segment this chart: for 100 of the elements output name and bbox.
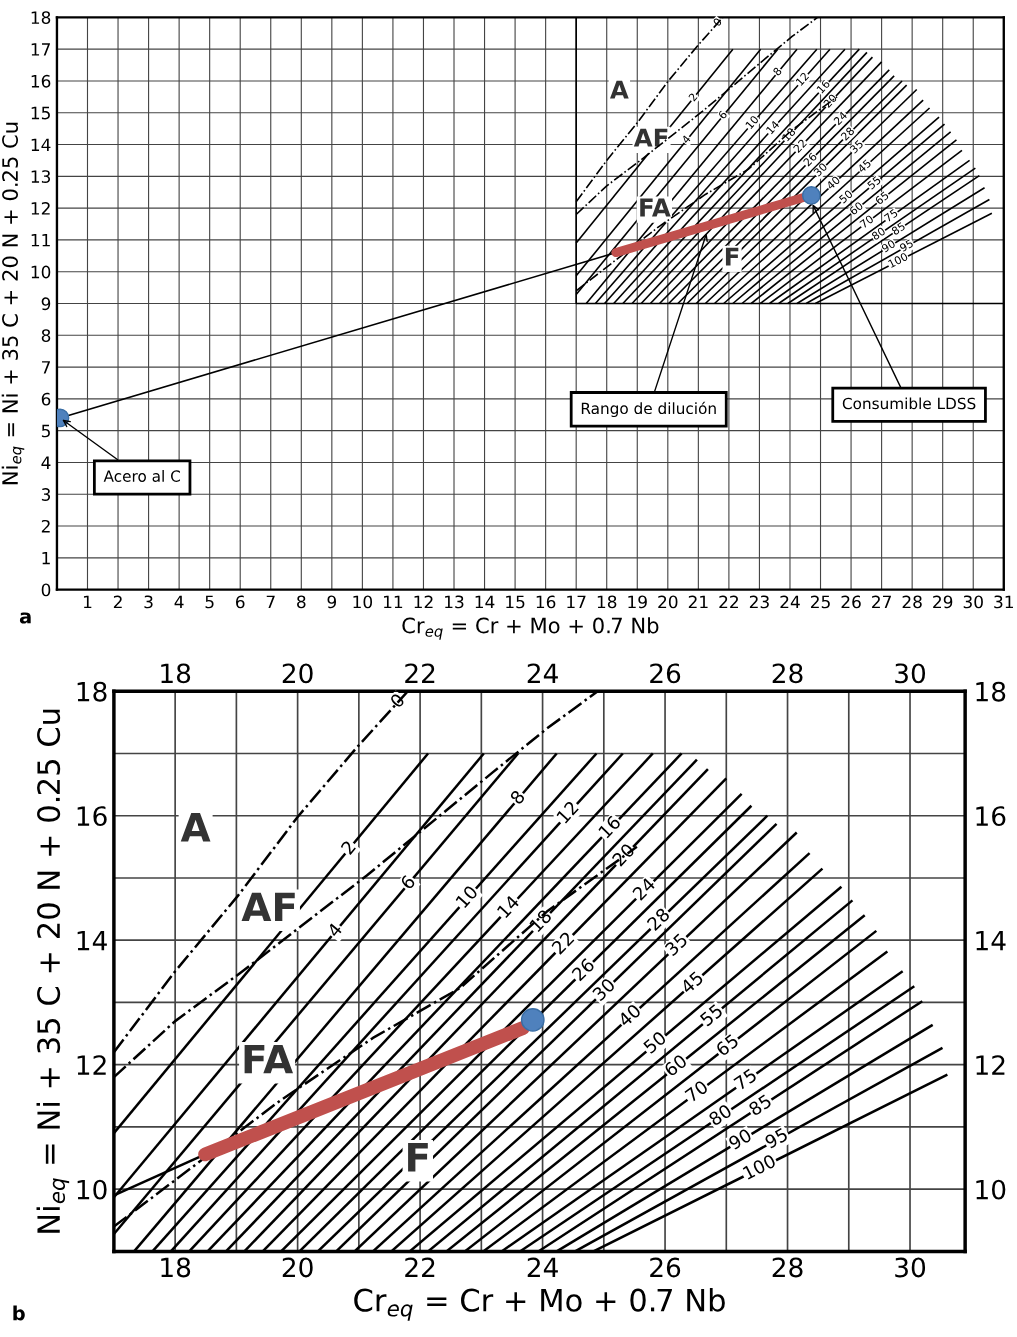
x-tick-label: 30 [895, 1257, 926, 1278]
text: 10 [745, 114, 760, 130]
y2-tick-label: 14 [976, 930, 1006, 951]
x-tick-label: 22 [405, 1257, 435, 1278]
text: 18 [781, 127, 796, 142]
x-tick-label: 3 [144, 595, 153, 609]
text: 4 [326, 922, 343, 938]
text: 12 [555, 800, 579, 824]
x-tick-label: 22 [719, 595, 738, 609]
x-tick-label: 24 [780, 595, 800, 609]
text: 55 [866, 175, 882, 190]
text: 95 [899, 239, 914, 253]
text: 100 [887, 252, 909, 269]
text: 24 [631, 876, 656, 901]
annotation: A [180, 813, 211, 842]
text: 20 [822, 93, 838, 109]
text: 16 [597, 814, 622, 839]
x-tick-label: 27 [872, 595, 891, 609]
text: 45 [857, 159, 872, 174]
y-tick-label: 3 [41, 488, 51, 501]
x2-tick-label: 28 [772, 663, 803, 684]
y-tick-label: 1 [42, 551, 50, 565]
text: 55 [699, 1003, 724, 1027]
x-tick-label: 31 [994, 595, 1013, 609]
x-tick-label: 20 [282, 1257, 313, 1278]
text: b [13, 1305, 25, 1321]
text: 65 [714, 1033, 740, 1057]
y2-tick-label: 18 [976, 681, 1006, 702]
annotation: FA [640, 198, 671, 217]
x-tick-label: 24 [527, 1257, 558, 1278]
text: 35 [664, 932, 689, 957]
text: 85 [747, 1093, 773, 1117]
y-tick-label: 12 [77, 1055, 106, 1075]
text: 90 [880, 239, 896, 253]
x-tick-label: 2 [113, 595, 122, 609]
y-tick-label: 0 [41, 583, 51, 597]
x-tick-label: 6 [236, 595, 245, 609]
x-tick-label: 30 [963, 595, 983, 609]
text: 14 [496, 894, 520, 919]
text: 60 [663, 1053, 688, 1078]
text: a [19, 612, 31, 624]
text: 6 [399, 874, 416, 891]
y-tick-label: 10 [31, 265, 51, 279]
x-tick-label: 26 [841, 595, 861, 609]
y-tick-label: 10 [77, 1179, 107, 1200]
y-tick-label: 18 [31, 11, 51, 25]
text: 45 [679, 970, 704, 995]
x2-tick-label: 18 [161, 663, 191, 684]
x-tick-label: 13 [445, 595, 464, 609]
x-tick-label: 7 [266, 595, 275, 609]
x-tick-label: 12 [414, 595, 433, 609]
text: 10 [455, 884, 479, 909]
text: 35 [849, 139, 864, 154]
x-tick-label: 5 [205, 595, 214, 609]
y2-tick-label: 12 [976, 1055, 1005, 1075]
y-tick-label: 13 [31, 170, 51, 184]
y-tick-label: 2 [41, 519, 50, 533]
y-tick-label: 14 [31, 138, 51, 151]
x-tick-label: 4 [174, 595, 184, 609]
x2-tick-label: 20 [282, 663, 313, 684]
text: 90 [727, 1127, 753, 1151]
y2-tick-label: 10 [976, 1179, 1006, 1200]
y-tick-label: 16 [31, 74, 51, 88]
x-tick-label: 29 [933, 595, 953, 609]
text: 18 [528, 908, 553, 933]
text: 12 [795, 71, 810, 86]
y2-tick-label: 16 [976, 806, 1006, 827]
x-tick-label: 26 [650, 1257, 681, 1278]
y-tick-label: 14 [77, 930, 107, 951]
y-tick-label: 18 [77, 681, 107, 702]
x-tick-label: 10 [353, 595, 373, 609]
x2-tick-label: 24 [527, 663, 558, 683]
text: 24 [833, 110, 848, 126]
x2-tick-label: 22 [405, 663, 435, 683]
text: 20 [611, 842, 636, 867]
text: 8 [772, 66, 783, 77]
text: 0 [389, 692, 406, 709]
annotation: AF [633, 128, 668, 147]
text: 50 [838, 189, 854, 204]
x-tick-label: 11 [384, 595, 403, 609]
text: 75 [883, 208, 899, 223]
text: 6 [717, 110, 728, 120]
annotation: A [610, 80, 629, 99]
text: 40 [617, 1003, 642, 1028]
y-tick-label: 4 [41, 456, 51, 469]
y-tick-label: 15 [31, 106, 50, 120]
y-tick-label: 8 [41, 329, 51, 342]
text: 100 [742, 1153, 777, 1180]
annotation: Acero al C [103, 470, 180, 482]
text: 2 [340, 840, 356, 855]
x-tick-label: 19 [628, 595, 647, 609]
annotation: F [725, 247, 739, 266]
text: 2 [688, 92, 698, 102]
text: 22 [550, 931, 575, 955]
x-tick-label: 23 [749, 595, 769, 609]
x-axis-title: Cr$_{eq}$ = Cr + Mo + 0.7 Nb [354, 1288, 725, 1321]
text: 85 [890, 221, 906, 236]
text: 70 [859, 214, 875, 229]
y-axis-title: Ni$_{eq}$ = Ni + 35 C + 20 N + 0.25 Cu [36, 709, 70, 1233]
text: 80 [871, 226, 886, 241]
